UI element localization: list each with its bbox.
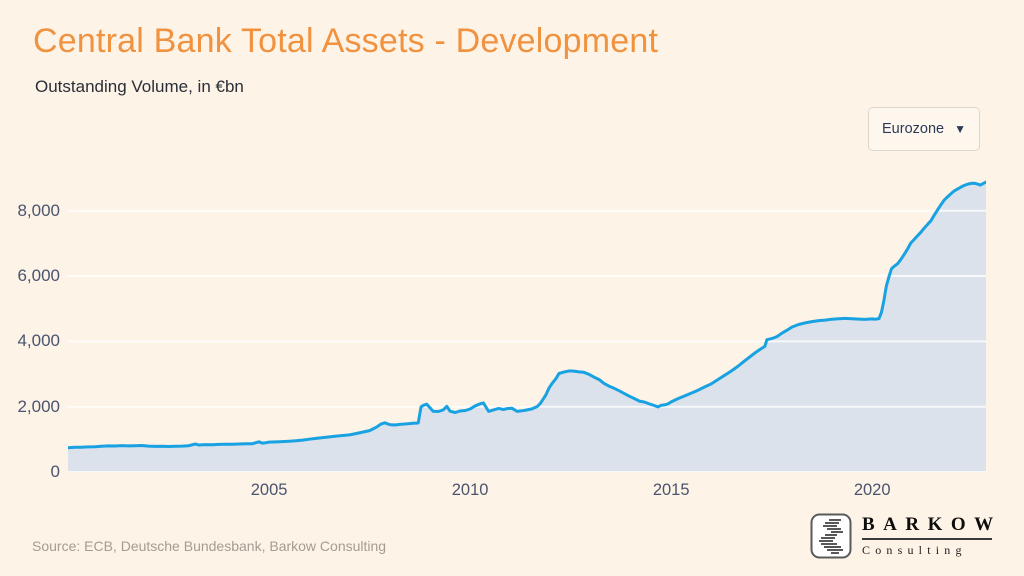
x-axis-label: 2010 xyxy=(451,481,489,499)
assets-area-chart xyxy=(68,180,986,472)
logo-rule xyxy=(862,538,992,540)
barkow-logo-icon xyxy=(810,513,852,559)
x-axis-label: 2020 xyxy=(853,481,891,499)
region-dropdown[interactable]: Eurozone ▼ xyxy=(868,107,980,151)
x-axis-label: 2015 xyxy=(652,481,690,499)
logo-subtext: Consulting xyxy=(862,542,967,557)
page-subtitle: Outstanding Volume, in €bn xyxy=(35,77,244,96)
region-dropdown-value: Eurozone xyxy=(882,121,945,137)
barkow-logo-text: BARKOW Consulting xyxy=(862,514,994,558)
y-axis-label: 8,000 xyxy=(17,200,60,220)
page-title: Central Bank Total Assets - Development xyxy=(33,22,659,60)
y-axis-label: 0 xyxy=(50,462,60,481)
barkow-logo: BARKOW Consulting xyxy=(810,513,994,559)
series-line xyxy=(68,180,986,450)
logo-wordmark: BARKOW xyxy=(862,514,1002,536)
chevron-down-icon: ▼ xyxy=(954,122,966,136)
source-note: Source: ECB, Deutsche Bundesbank, Barkow… xyxy=(32,538,387,554)
x-axis-label: 2005 xyxy=(250,481,288,499)
y-axis: 0 2,000 4,000 6,000 8,000 xyxy=(0,165,60,481)
y-axis-label: 4,000 xyxy=(17,331,60,351)
y-axis-label: 2,000 xyxy=(17,396,60,416)
y-axis-label: 6,000 xyxy=(17,266,60,285)
area-fill xyxy=(68,182,986,472)
x-axis: 2005 2010 2015 2020 xyxy=(68,481,986,503)
